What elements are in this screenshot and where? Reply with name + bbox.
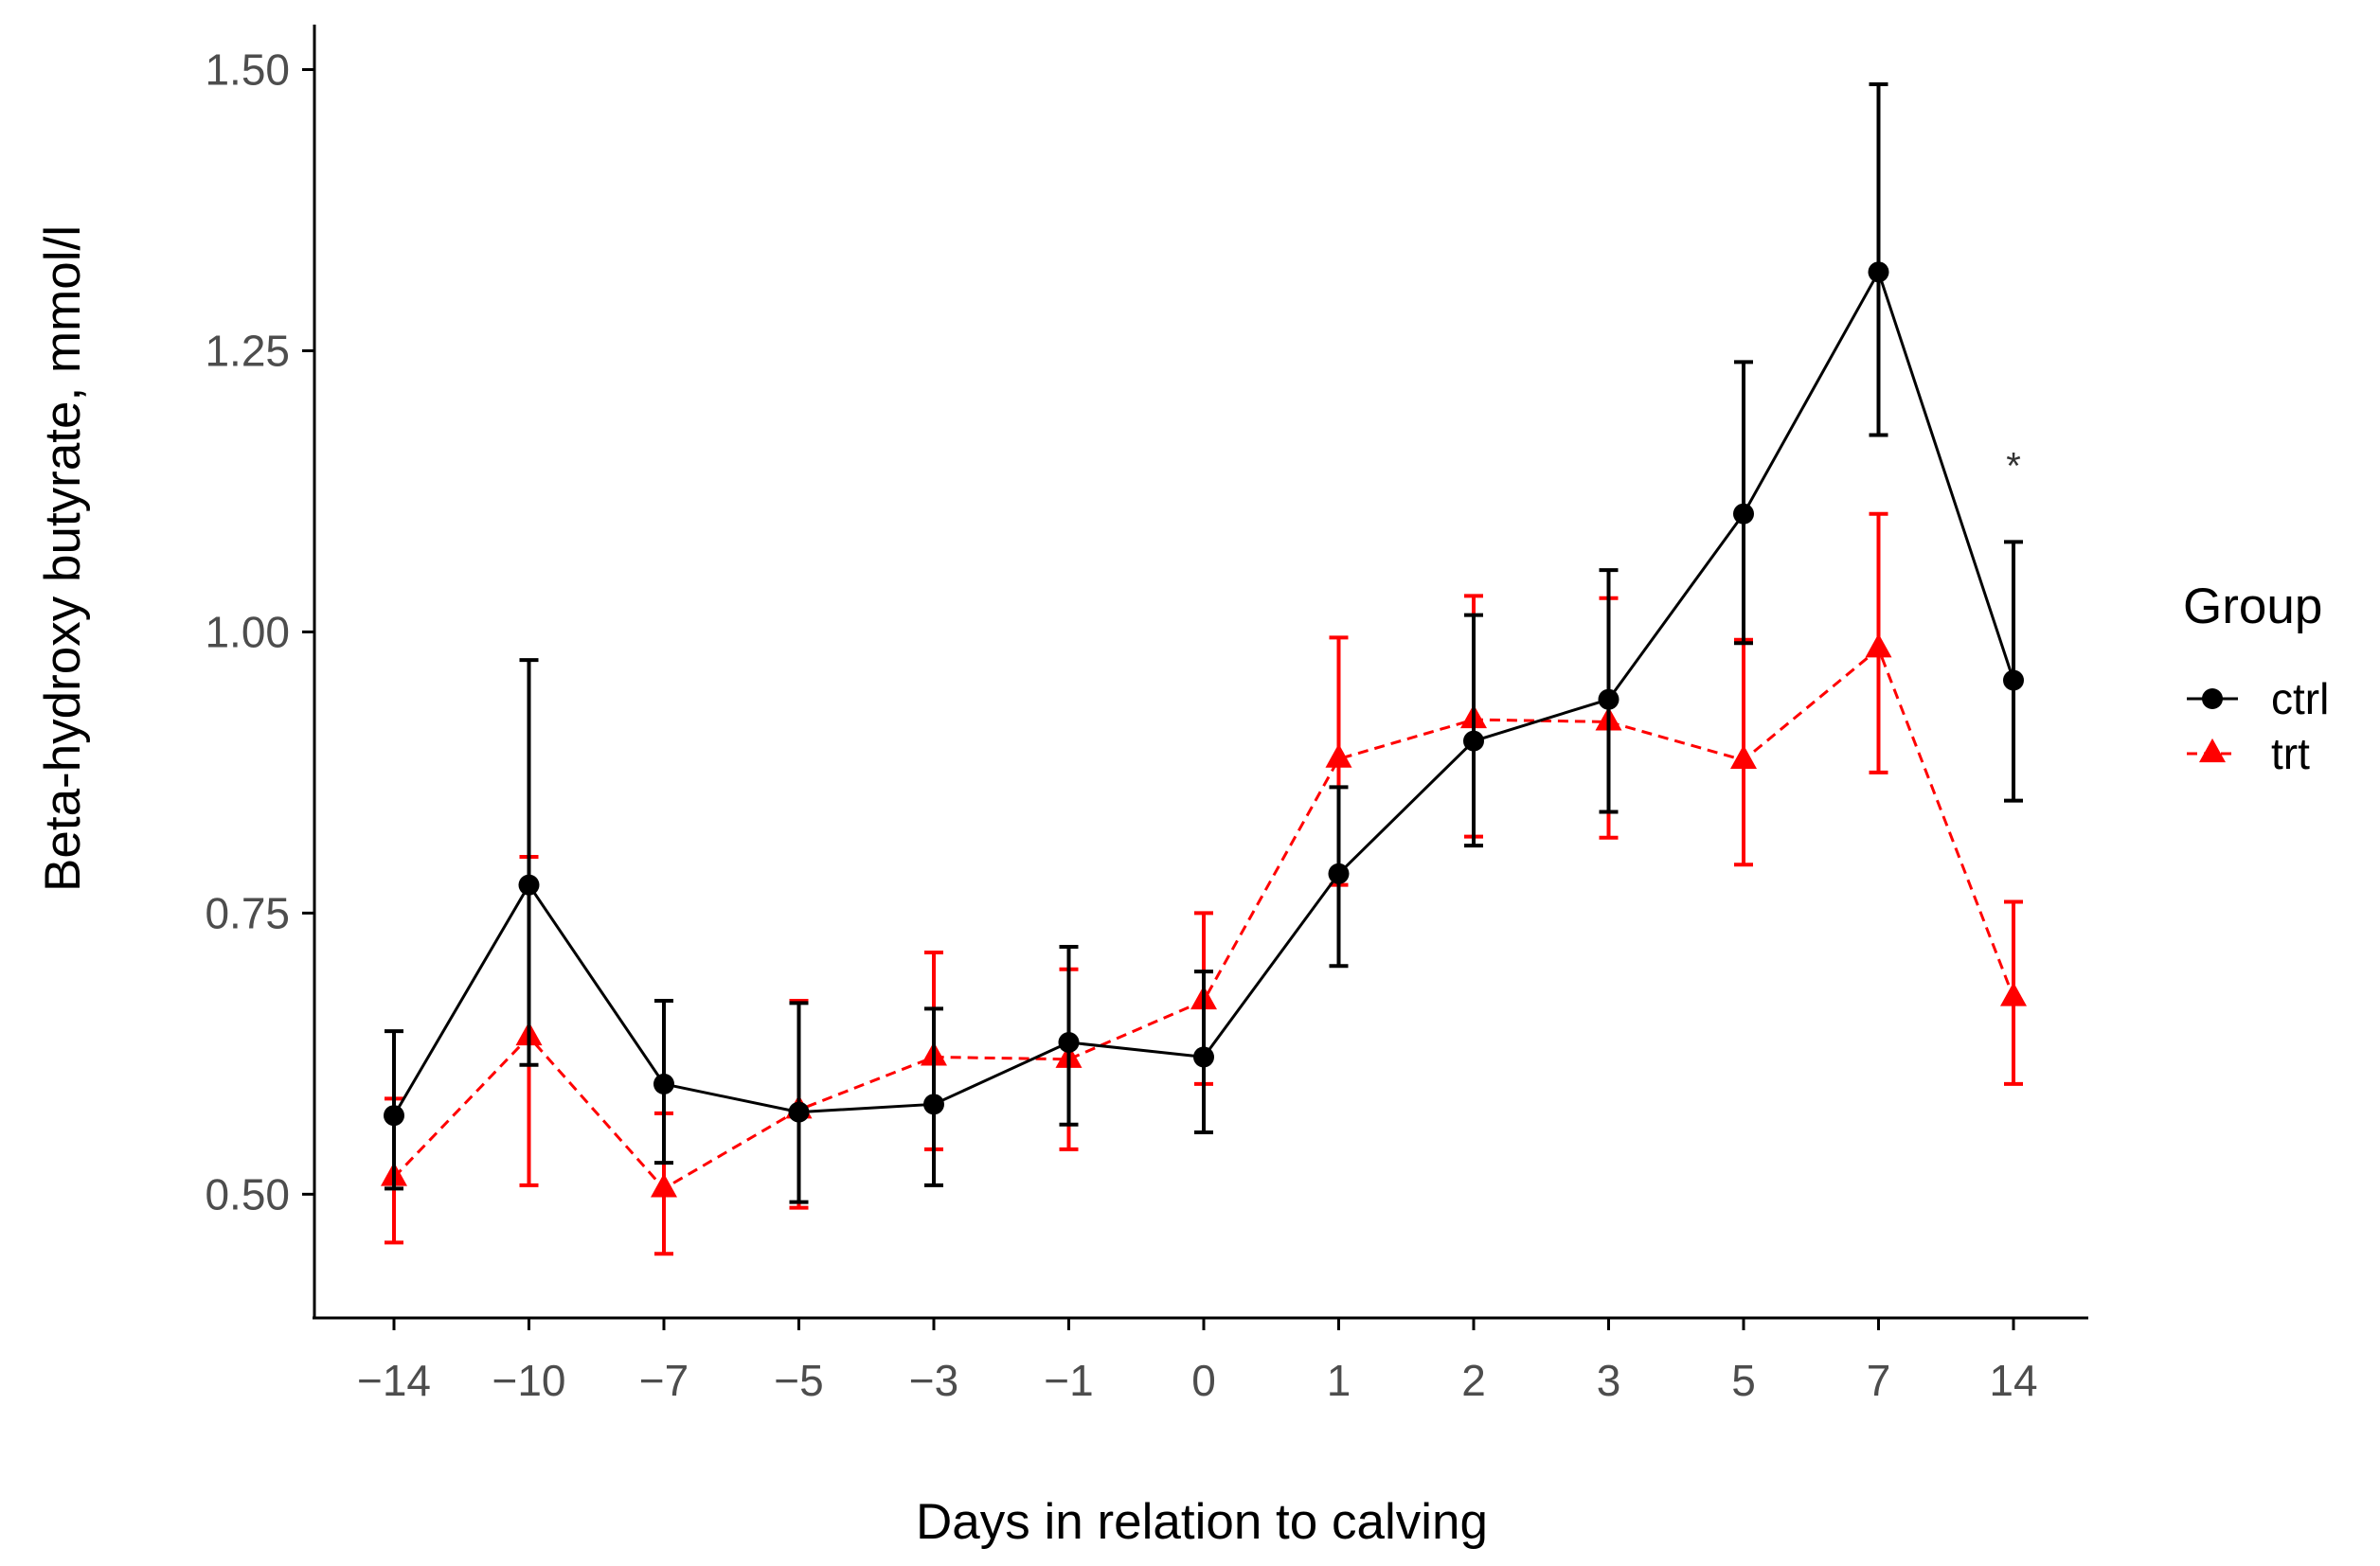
y-tick-label: 1.50	[205, 45, 290, 95]
annotation-layer: *	[2006, 445, 2021, 487]
x-tick-label: 0	[1191, 1356, 1216, 1405]
error-bar	[519, 658, 539, 1067]
series-layer	[381, 81, 2027, 1256]
significance-marker: *	[2006, 445, 2021, 487]
data-point-ctrl	[653, 1073, 674, 1094]
x-tick-label: −1	[1044, 1356, 1093, 1405]
x-tick-label: −5	[774, 1356, 823, 1405]
legend-marker-ctrl	[2202, 688, 2223, 709]
data-point-ctrl	[788, 1101, 810, 1123]
error-bar	[1464, 613, 1483, 848]
data-point-ctrl	[1733, 503, 1754, 525]
data-point-trt	[1865, 633, 1892, 658]
x-tick-label: 5	[1731, 1356, 1756, 1405]
x-tick-label: −10	[492, 1356, 565, 1405]
data-point-ctrl	[1058, 1031, 1080, 1053]
data-point-ctrl	[518, 874, 540, 896]
data-point-trt	[651, 1173, 677, 1198]
legend-key-trt: trt	[2187, 729, 2310, 778]
data-point-trt	[1730, 744, 1757, 769]
x-tick-label: −3	[909, 1356, 958, 1405]
error-bar	[1869, 81, 1888, 437]
x-tick-label: 1	[1327, 1356, 1351, 1405]
series-trt	[381, 511, 2027, 1256]
error-bar	[1734, 360, 1753, 646]
data-point-ctrl	[1463, 730, 1484, 752]
data-point-trt	[1325, 743, 1352, 768]
legend-label-trt: trt	[2271, 729, 2310, 778]
legend-keys: ctrl trt	[2187, 674, 2329, 778]
y-tick-label: 1.00	[205, 607, 290, 656]
data-point-ctrl	[923, 1094, 944, 1115]
x-tick-label: 7	[1867, 1356, 1891, 1405]
data-point-ctrl	[1598, 688, 1619, 710]
plot-panel: 0.500.751.001.251.50 −14 −10 −7 −5 −3 −1 0 1 2 3 5…	[205, 25, 2088, 1405]
legend: Group ctrl trt	[2183, 578, 2329, 778]
x-tick-label: 3	[1597, 1356, 1621, 1405]
data-point-ctrl	[384, 1105, 404, 1127]
data-point-ctrl	[1193, 1046, 1214, 1068]
legend-key-ctrl: ctrl	[2187, 674, 2329, 723]
data-point-ctrl	[1328, 863, 1350, 884]
x-axis-ticks: −14 −10 −7 −5 −3 −1 0 1 2 3 5 7 14	[357, 1318, 2038, 1405]
y-axis-title: Beta-hydroxy butyrate, mmol/l	[35, 225, 91, 892]
x-tick-label: 14	[1989, 1356, 2037, 1405]
x-tick-label: 2	[1461, 1356, 1486, 1405]
x-axis-title: Days in relation to calving	[916, 1494, 1488, 1550]
y-axis-ticks: 0.50 0.75 1.00 1.25 1.50	[205, 45, 314, 1219]
series-ctrl	[384, 81, 2024, 1204]
legend-marker-trt	[2199, 738, 2226, 763]
data-point-ctrl	[1868, 261, 1889, 283]
legend-label-ctrl: ctrl	[2271, 674, 2329, 723]
y-tick-label: 0.75	[205, 888, 290, 937]
data-point-trt	[2000, 982, 2027, 1006]
legend-title: Group	[2183, 578, 2322, 634]
y-tick-label: 0.50	[205, 1169, 290, 1219]
y-tick-label: 1.25	[205, 326, 290, 375]
x-tick-label: −7	[639, 1356, 689, 1405]
x-tick-label: −14	[357, 1356, 431, 1405]
data-point-ctrl	[2003, 669, 2024, 691]
